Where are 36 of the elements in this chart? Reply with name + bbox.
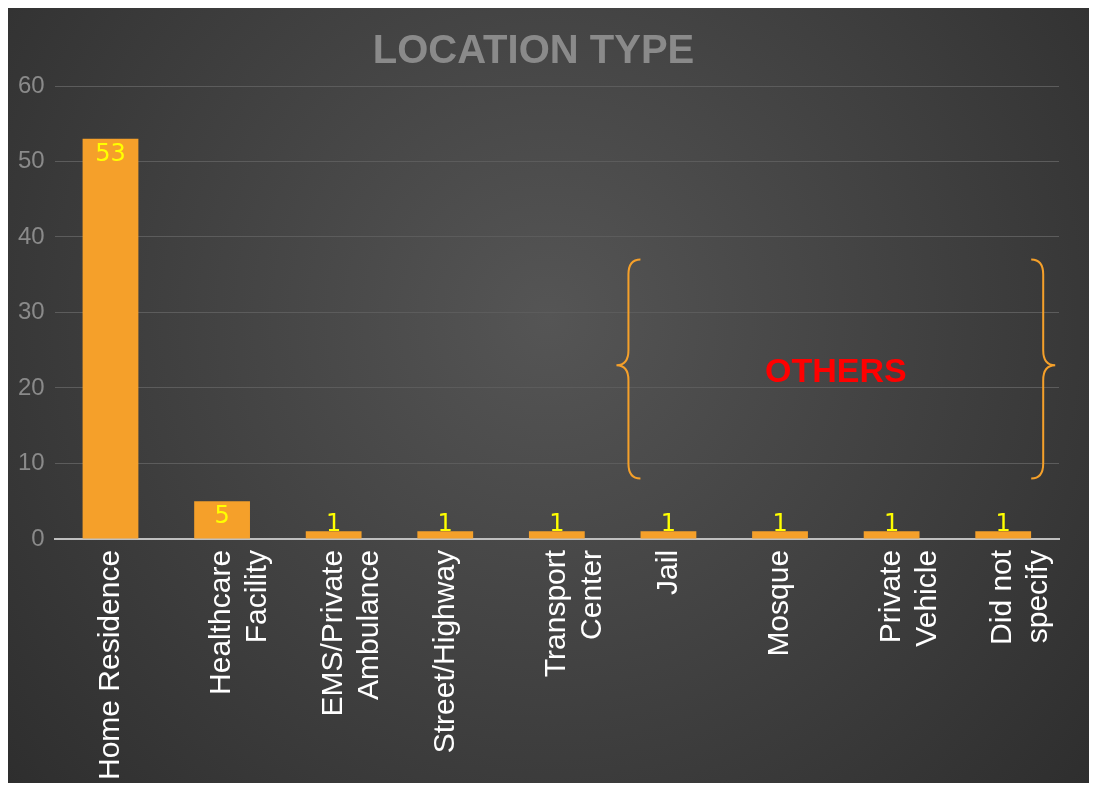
y-tick-label: 20 bbox=[17, 372, 45, 400]
bar bbox=[194, 501, 250, 539]
y-tick-label: 50 bbox=[17, 146, 45, 174]
chart-title: LOCATION TYPE bbox=[372, 27, 695, 72]
data-label: 53 bbox=[95, 139, 126, 168]
bar bbox=[752, 531, 808, 539]
x-tick-label: Jail bbox=[649, 549, 683, 595]
x-tick-label: EMS/Private Ambulance bbox=[314, 549, 384, 717]
data-label: 1 bbox=[549, 508, 565, 537]
y-tick-label: 40 bbox=[17, 221, 45, 249]
data-label: 1 bbox=[437, 508, 453, 537]
data-label: 1 bbox=[660, 508, 677, 537]
bar bbox=[640, 531, 697, 539]
bar bbox=[863, 531, 920, 539]
x-tick-label: Home Residence bbox=[91, 549, 125, 781]
y-tick-label: 30 bbox=[17, 297, 45, 325]
x-tick-label: Mosque bbox=[761, 549, 795, 657]
x-tick-label: Private Vehicle bbox=[872, 549, 942, 647]
data-label: 1 bbox=[326, 508, 342, 537]
y-tick-label: 10 bbox=[17, 448, 45, 476]
x-tick-label: Street/Highway bbox=[426, 549, 460, 754]
data-label: 1 bbox=[772, 508, 788, 537]
bar bbox=[975, 531, 1032, 539]
annotation: OTHERS bbox=[764, 351, 907, 390]
x-tick-label: Did not specify bbox=[984, 549, 1054, 645]
bar bbox=[305, 531, 362, 539]
x-tick-label: Transport Center bbox=[538, 549, 608, 678]
y-tick-label: 60 bbox=[17, 70, 45, 98]
x-tick-label: Healthcare Facility bbox=[203, 549, 273, 695]
bar bbox=[528, 531, 585, 539]
data-label: 1 bbox=[883, 508, 900, 537]
data-label: 5 bbox=[214, 501, 230, 530]
data-label: 1 bbox=[995, 508, 1011, 537]
bar bbox=[82, 138, 139, 539]
bar bbox=[417, 531, 474, 539]
y-tick-label: 0 bbox=[31, 523, 45, 551]
